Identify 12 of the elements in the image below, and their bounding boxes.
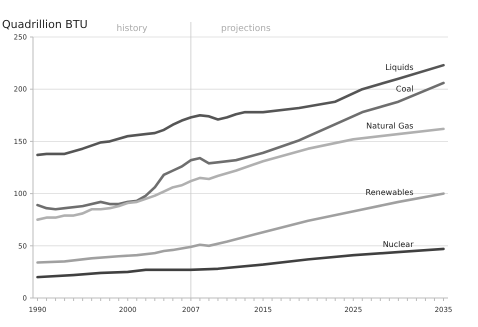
line-series [36, 82, 445, 211]
y-axis-title: Quadrillion BTU [2, 18, 88, 31]
series-label: Renewables [366, 188, 414, 198]
series-label: Coal [396, 84, 414, 94]
series-label: Nuclear [382, 240, 414, 250]
line-series [36, 64, 445, 156]
text: projections [221, 24, 272, 34]
line-series [36, 128, 445, 221]
series-label: Liquids [385, 63, 414, 72]
text: history [116, 24, 148, 34]
series-label: Natural Gas [366, 121, 414, 130]
line-series [36, 248, 445, 278]
